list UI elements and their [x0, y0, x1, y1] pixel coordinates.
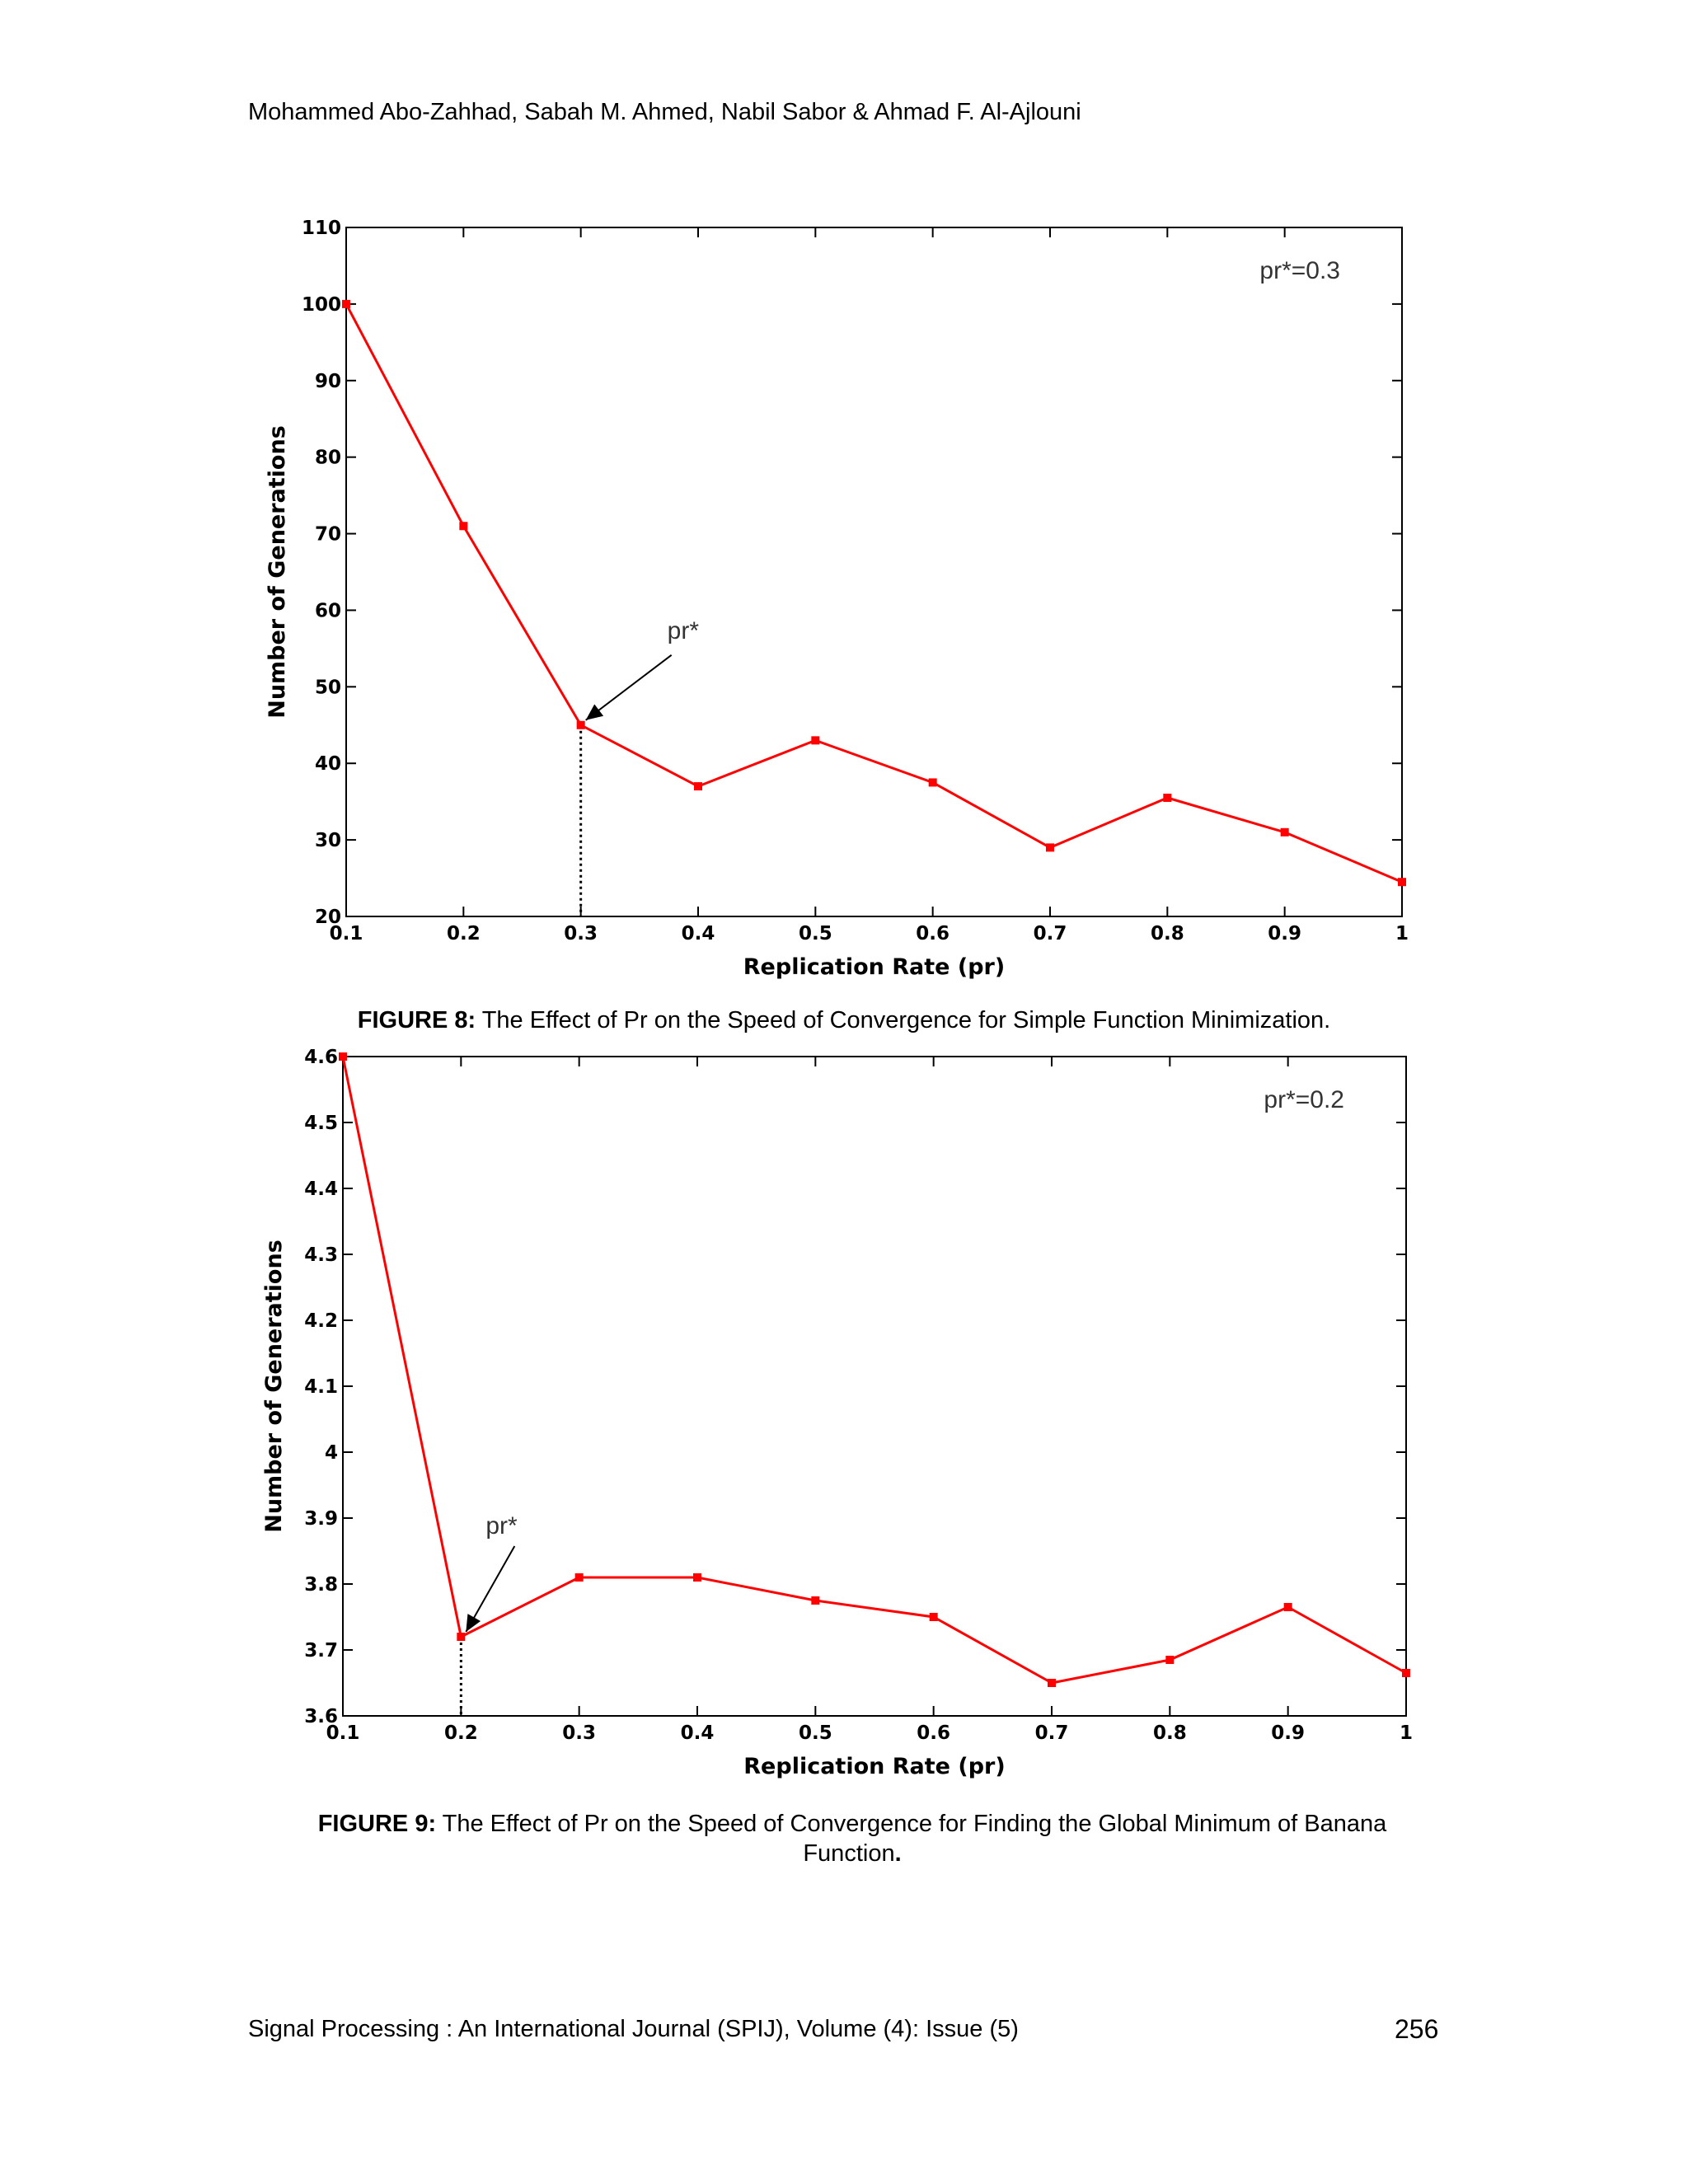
chart-1-optimum-annotation: pr*=0.2 — [1264, 1086, 1344, 1113]
chart-1-x-tick-label: 0.4 — [681, 1722, 715, 1744]
chart-0-x-tick-label: 0.8 — [1151, 923, 1184, 944]
chart-1-y-tick-label: 3.6 — [304, 1706, 338, 1727]
chart-1-x-tick-label: 0.9 — [1271, 1722, 1305, 1744]
chart-0-y-tick-label: 40 — [315, 753, 341, 775]
chart-1-y-tick-label: 3.8 — [304, 1574, 338, 1596]
chart-1-series-line — [341, 1056, 1407, 1685]
chart-1-data-point — [1048, 1679, 1056, 1687]
chart-0-data-point — [811, 736, 820, 745]
chart-1-y-tick-label: 4.2 — [304, 1310, 338, 1332]
chart-1-x-tick-label: 1 — [1400, 1722, 1413, 1744]
chart-1-y-tick-label: 3.9 — [304, 1508, 338, 1530]
chart-1-arrow-label: pr* — [485, 1512, 518, 1540]
chart-1-data-point — [693, 1573, 701, 1582]
chart-1-y-tick-label: 4.6 — [304, 1047, 338, 1068]
figure-9-caption-end: . — [894, 1840, 902, 1867]
figure-8-caption-label: FIGURE 8: — [357, 1007, 476, 1033]
chart-1-arrow-head — [466, 1614, 481, 1632]
chart-1-x-tick-label: 0.2 — [444, 1722, 478, 1744]
chart-0-x-tick-label: 0.2 — [447, 923, 481, 944]
chart-0-arrow-head — [585, 704, 604, 720]
chart-0-data-point — [1280, 827, 1289, 837]
chart-0-y-axis-label: Number of Generations — [265, 425, 290, 719]
chart-1-data-point — [811, 1596, 820, 1605]
chart-0-data-point — [1163, 794, 1172, 803]
chart-0-y-tick-label: 30 — [315, 830, 341, 851]
chart-0-y-tick-label: 80 — [315, 448, 341, 469]
page-number: 256 — [1395, 2014, 1439, 2044]
figure-9-caption: FIGURE 9: The Effect of Pr on the Speed … — [272, 1809, 1432, 1868]
chart-0-x-tick-label: 0.1 — [330, 923, 363, 944]
figure-8-chart: 0.1 0.2 0.3 0.4 0.5 0.6 0.7 0.8 0.9 1 20 30 40 50 60 70… — [265, 218, 1409, 980]
chart-1-y-tick-label: 4.5 — [304, 1113, 338, 1134]
chart-1-data-point — [339, 1052, 347, 1061]
chart-0-x-tick-label: 1 — [1395, 923, 1409, 944]
chart-1-data-point — [1165, 1656, 1175, 1664]
chart-1-data-point — [929, 1613, 938, 1621]
chart-0-optimum-annotation: pr*=0.3 — [1259, 257, 1340, 284]
chart-0-data-point — [459, 522, 468, 531]
chart-1-data-point — [1402, 1669, 1410, 1677]
chart-0-y-tick-label: 100 — [302, 294, 341, 316]
chart-1-x-tick-label: 0.6 — [917, 1722, 950, 1744]
chart-0-x-tick-label: 0.6 — [916, 923, 950, 944]
chart-1-data-point — [457, 1633, 466, 1641]
chart-0-x-tick-label: 0.9 — [1268, 923, 1301, 944]
figure-9-caption-label: FIGURE 9: — [317, 1811, 437, 1837]
chart-1-y-tick-label: 4.3 — [304, 1244, 338, 1266]
chart-0-data-point — [928, 778, 937, 787]
chart-0-y-tick-label: 50 — [315, 677, 341, 698]
chart-1-data-point — [1283, 1603, 1292, 1611]
chart-1-x-axis-label: Replication Rate (pr) — [743, 1754, 1005, 1779]
chart-0-y-tick-label: 70 — [315, 524, 341, 546]
chart-0-y-tick-label: 20 — [315, 907, 341, 928]
chart-1-y-tick-label: 4.4 — [304, 1179, 338, 1200]
chart-0-y-tick-label: 110 — [302, 218, 341, 239]
chart-0-x-tick-label: 0.5 — [799, 923, 832, 944]
chart-0-x-axis-label: Replication Rate (pr) — [743, 954, 1005, 980]
chart-0-data-point — [342, 299, 350, 308]
chart-0-data-point — [1046, 843, 1054, 852]
chart-1-y-tick-label: 3.7 — [304, 1640, 338, 1661]
chart-1-y-tick-label: 4.1 — [304, 1376, 338, 1398]
chart-0-x-tick-label: 0.3 — [564, 923, 598, 944]
running-header: Mohammed Abo-Zahhad, Sabah M. Ahmed, Nab… — [248, 99, 1081, 125]
chart-0-y-tick-label: 90 — [315, 371, 341, 392]
chart-1-x-tick-label: 0.5 — [799, 1722, 832, 1744]
figure-9-chart: 0.1 0.2 0.3 0.4 0.5 0.6 0.7 0.8 0.9 1 3.6 3.7 3.8 3.9… — [261, 1047, 1413, 1779]
chart-1-x-tick-label: 0.8 — [1153, 1722, 1187, 1744]
chart-1-x-tick-label: 0.3 — [562, 1722, 596, 1744]
chart-0-arrow-shaft — [585, 654, 673, 721]
chart-1-y-axis-label: Number of Generations — [261, 1240, 287, 1533]
figure-8-caption: FIGURE 8: The Effect of Pr on the Speed … — [247, 1005, 1441, 1035]
chart-1-x-tick-label: 0.1 — [326, 1722, 360, 1744]
chart-1-data-point — [574, 1573, 584, 1582]
chart-0-arrow-label: pr* — [668, 617, 700, 644]
chart-0-series-line — [345, 303, 1403, 883]
chart-0-x-tick-label: 0.4 — [682, 923, 715, 944]
chart-0-x-tick-label: 0.7 — [1034, 923, 1067, 944]
chart-0-axes-box — [345, 227, 1403, 917]
chart-1-x-tick-label: 0.7 — [1035, 1722, 1069, 1744]
figure-8-caption-text: The Effect of Pr on the Speed of Converg… — [481, 1007, 1331, 1033]
chart-0-data-point — [694, 782, 702, 791]
figure-9-caption-text: The Effect of Pr on the Speed of Converg… — [442, 1811, 1387, 1867]
chart-0-y-tick-label: 60 — [315, 600, 341, 621]
footer-journal: Signal Processing : An International Jou… — [248, 2016, 1019, 2042]
chart-1-y-tick-label: 4 — [325, 1442, 338, 1464]
chart-0-data-point — [576, 720, 585, 729]
chart-0-data-point — [1398, 878, 1406, 887]
